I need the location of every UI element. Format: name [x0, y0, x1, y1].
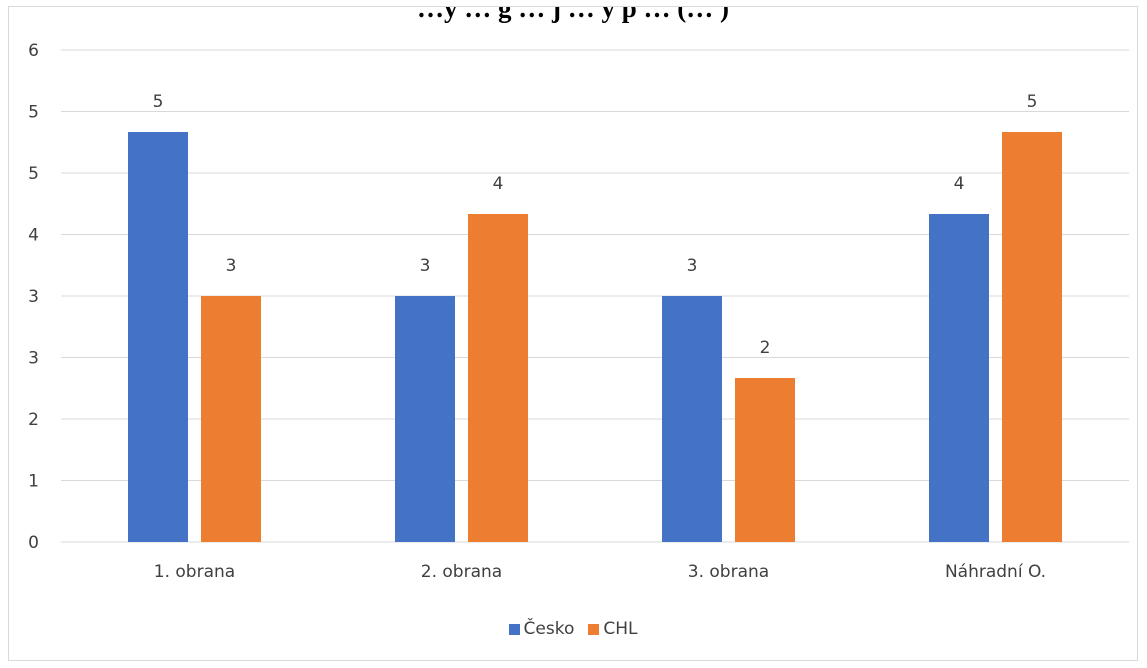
bar-Česko-Náhradní O.	[929, 214, 989, 542]
bar-Česko-2. obrana	[395, 296, 455, 542]
y-tick-label: 3	[28, 349, 39, 369]
bar-CHL-2. obrana	[468, 214, 528, 542]
data-labels: 5 3 3 4 3 2 4 5	[153, 92, 1038, 358]
bar-chart-plot: 0 1 2 3 3 4 5 5 6 5 3 3 4 3 2 4 5 1. obrana 2. obrana 3. …	[28, 41, 1129, 582]
legend-label-chl: CHL	[603, 619, 638, 639]
data-label: 4	[493, 174, 504, 194]
y-tick-label: 3	[28, 287, 39, 307]
chart-frame: …y … g … j … y p … (… ) 0 1 2 3 3 4 5 5 6 5 3 3 4 3 2…	[8, 6, 1138, 661]
legend-swatch-chl	[588, 623, 600, 635]
y-tick-label: 2	[28, 410, 39, 430]
y-tick-label: 5	[28, 103, 39, 123]
x-tick-label: 2. obrana	[421, 562, 502, 582]
data-label: 5	[1027, 92, 1038, 112]
chart-title: …y … g … j … y p … (… )	[417, 6, 729, 23]
y-axis-ticks: 0 1 2 3 3 4 5 5 6	[28, 41, 39, 553]
data-label: 4	[954, 174, 965, 194]
data-label: 2	[760, 338, 771, 358]
bar-CHL-1. obrana	[201, 296, 261, 542]
legend: Česko CHL	[9, 619, 1137, 639]
bar-Česko-1. obrana	[128, 132, 188, 542]
y-tick-label: 5	[28, 164, 39, 184]
y-tick-label: 0	[28, 533, 39, 553]
y-tick-label: 1	[28, 472, 39, 492]
data-label: 3	[226, 256, 237, 276]
legend-swatch-cesko	[508, 623, 520, 635]
y-tick-label: 4	[28, 226, 39, 246]
legend-label-cesko: Česko	[523, 619, 575, 639]
data-label: 5	[153, 92, 164, 112]
data-label: 3	[420, 256, 431, 276]
bar-CHL-Náhradní O.	[1002, 132, 1062, 542]
bar-CHL-3. obrana	[735, 378, 795, 542]
bar-Česko-3. obrana	[662, 296, 722, 542]
legend-item-cesko: Česko	[508, 619, 575, 639]
x-axis-ticks: 1. obrana 2. obrana 3. obrana Náhradní O.	[154, 562, 1046, 582]
x-tick-label: 1. obrana	[154, 562, 235, 582]
y-tick-label: 6	[28, 41, 39, 61]
legend-item-chl: CHL	[588, 619, 637, 639]
x-tick-label: Náhradní O.	[945, 562, 1046, 582]
data-label: 3	[687, 256, 698, 276]
x-tick-label: 3. obrana	[688, 562, 769, 582]
bars	[128, 132, 1062, 542]
